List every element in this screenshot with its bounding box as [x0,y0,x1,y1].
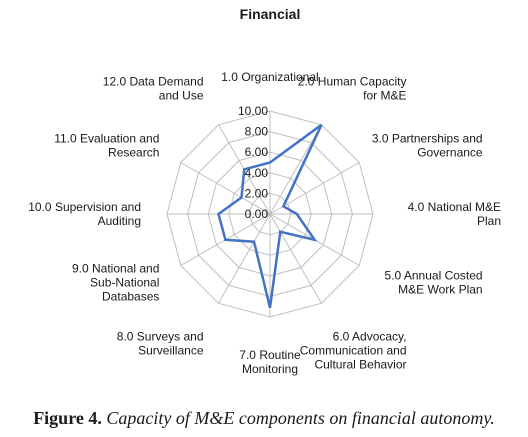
axis-label-line: 9.0 National and [72,262,159,276]
axis-label-line: Sub-National [90,276,159,290]
axis-label-line: 11.0 Evaluation and [54,132,159,146]
axis-label: 1.0 Organizational [221,70,318,84]
axis-label-line: Governance [417,146,483,160]
tick-label: 4.00 [245,166,269,180]
axis-label-line: Surveillance [138,344,204,358]
axis-label-line: 6.0 Advocacy, [333,330,407,344]
axis-label: 12.0 Data Demand and Use [103,74,204,102]
series-line [217,123,323,308]
axis-label-line: Monitoring [242,362,298,376]
axis-label: 9.0 National and Sub-National Databases [72,262,159,304]
axis-label: 8.0 Surveys and Surveillance [117,330,204,358]
axis-label-line: for M&E [363,88,406,102]
tick-label: 2.00 [245,186,269,200]
radar-spokes [167,111,373,317]
axis-label-line: 12.0 Data Demand [103,74,204,88]
axis-label-line: 4.0 National M&E [408,200,501,214]
axis-label-line: 10.0 Supervision and [28,200,141,214]
axis-label-line: and Use [159,88,204,102]
axis-label-line: 2.0 Human Capacity [298,74,407,88]
data-series [217,123,323,308]
axis-label: 6.0 Advocacy, Communication and Cultural B… [300,330,407,372]
axis-spoke [218,213,271,304]
radial-tick-labels: 0.00 2.00 4.00 6.00 8.00 10.00 [238,104,268,221]
axis-label-line: Cultural Behavior [314,358,406,372]
axis-label-line: 3.0 Partnerships and [372,132,483,146]
axis-label: 7.0 Routine Monitoring [239,348,301,376]
tick-label: 0.00 [245,207,269,221]
axis-label-line: 5.0 Annual Costed [385,269,483,283]
tick-label: 8.00 [245,125,269,139]
axis-label-line: Plan [477,214,501,228]
axis-label: 4.0 National M&E Plan [408,200,501,228]
axis-label-line: Communication and [300,344,407,358]
axis-label-line: Research [108,146,159,160]
axis-label: 3.0 Partnerships and Governance [372,132,483,160]
axis-label: 11.0 Evaluation and Research [54,132,159,160]
chart-title: Financial [240,6,301,22]
axis-spoke [269,124,322,215]
axis-label: 10.0 Supervision and Auditing [28,200,141,228]
tick-label: 10.00 [238,104,268,118]
caption-label: Figure 4. [33,408,102,428]
axis-label: 2.0 Human Capacity for M&E [298,74,407,102]
axis-spoke [269,213,322,304]
axis-label: 5.0 Annual Costed M&E Work Plan [385,269,483,297]
axis-label-line: Databases [102,290,159,304]
axis-label-line: Auditing [98,214,141,228]
caption-text: Capacity of M&E components on financial … [106,408,495,428]
tick-label: 6.00 [245,145,269,159]
figure-caption: Figure 4. Capacity of M&E components on … [0,408,528,429]
axis-label-line: M&E Work Plan [398,283,482,297]
axis-label-line: 1.0 Organizational [221,70,318,84]
axis-spoke [180,162,271,215]
axis-label-line: 7.0 Routine [239,348,301,362]
axis-label-line: 8.0 Surveys and [117,330,204,344]
